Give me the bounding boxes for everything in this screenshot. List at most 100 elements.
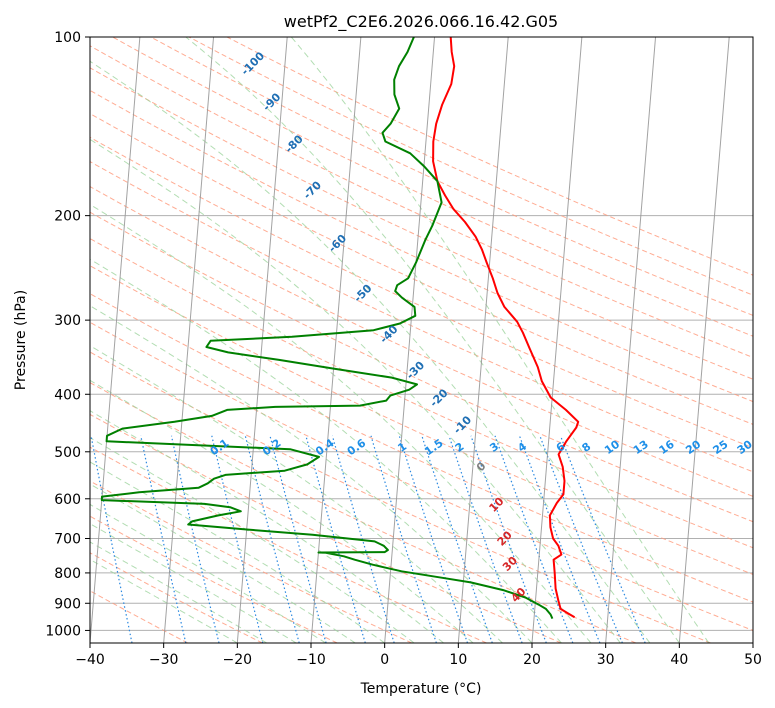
moist-adiabat-line bbox=[90, 203, 592, 643]
isotherm-line bbox=[236, 37, 288, 643]
mixing-ratio-line bbox=[170, 435, 220, 643]
mixing-ratio-label: 1 bbox=[395, 440, 409, 455]
mixing-ratio-label: 4 bbox=[515, 440, 529, 455]
x-axis-title: Temperature (°C) bbox=[360, 681, 482, 697]
y-tick-label: 100 bbox=[54, 30, 81, 46]
moist-adiabat-line bbox=[90, 503, 326, 643]
moist-adiabat-line bbox=[90, 483, 356, 643]
mixing-ratio-line bbox=[518, 435, 601, 643]
isotherm-line bbox=[752, 636, 753, 643]
mixing-ratio-line bbox=[559, 435, 646, 643]
mixing-ratio-line bbox=[244, 435, 300, 643]
isotherm-line bbox=[678, 37, 730, 643]
x-tick-label: 10 bbox=[449, 652, 467, 668]
y-tick-label: 200 bbox=[54, 209, 81, 225]
dewpoint-profile-line bbox=[100, 37, 554, 620]
dry-adiabat-line bbox=[90, 351, 711, 643]
isotherm-line bbox=[163, 37, 215, 643]
x-tick-label: 20 bbox=[523, 652, 541, 668]
mixing-ratio-line bbox=[140, 435, 187, 643]
dry-adiabat-line bbox=[90, 89, 753, 403]
dry-adiabat-line bbox=[150, 37, 753, 316]
isotherm-line bbox=[310, 37, 362, 643]
mixing-ratio-label: 25 bbox=[710, 438, 730, 457]
dry-adiabat-line bbox=[90, 321, 753, 631]
isotherm-label: -60 bbox=[326, 232, 349, 255]
isotherm-line bbox=[457, 37, 509, 643]
moist-adiabat-line bbox=[90, 345, 503, 643]
mixing-ratio-line bbox=[539, 435, 623, 643]
y-tick-label: 900 bbox=[54, 596, 81, 612]
mixing-ratio-line bbox=[398, 435, 469, 643]
dry-adiabat-line bbox=[188, 37, 753, 296]
mixing-ratio-label: 0.1 bbox=[208, 436, 231, 458]
mixing-ratio-label: 0.2 bbox=[260, 436, 283, 458]
temperature-profile-line bbox=[432, 37, 580, 619]
dry-adiabat-line bbox=[90, 413, 562, 643]
x-tick-label: 40 bbox=[670, 652, 688, 668]
y-axis: 100 200 300 400 500 600 700 800 900 1000 bbox=[45, 30, 90, 639]
y-tick-label: 700 bbox=[54, 532, 81, 548]
moist-adiabat-line bbox=[90, 523, 297, 643]
mixing-ratio-label: 36 bbox=[757, 437, 775, 457]
mixing-ratio-line bbox=[370, 435, 437, 643]
profiles bbox=[100, 37, 580, 620]
moist-adiabat-line bbox=[90, 138, 621, 643]
mixing-ratio-label: 20 bbox=[683, 437, 703, 457]
mixing-ratio-line bbox=[448, 435, 523, 643]
isotherm-label: 10 bbox=[487, 495, 507, 515]
chart-title: wetPf2_C2E6.2026.066.16.42.G05 bbox=[284, 12, 558, 32]
dry-adiabat-line bbox=[90, 211, 753, 523]
isotherm-line bbox=[531, 37, 583, 643]
isotherm-label: -100 bbox=[239, 49, 268, 78]
dry-adiabat-line bbox=[90, 67, 753, 380]
isotherm-label: -90 bbox=[260, 90, 283, 113]
moist-adiabat-line bbox=[90, 410, 444, 643]
isotherm-label: 20 bbox=[495, 528, 515, 548]
dry-adiabat-line bbox=[112, 37, 753, 337]
x-tick-label: −10 bbox=[296, 652, 326, 668]
dry-adiabat-line bbox=[90, 293, 753, 603]
moist-adiabat-line bbox=[90, 305, 533, 643]
mixing-ratio-line bbox=[305, 435, 366, 643]
dry-adiabat-line bbox=[90, 515, 338, 643]
dry-adiabat-line bbox=[90, 45, 753, 359]
isotherm-label: -50 bbox=[351, 282, 374, 305]
moist-adiabat-line bbox=[90, 379, 474, 643]
x-tick-label: 0 bbox=[380, 652, 389, 668]
isotherm-line bbox=[384, 37, 436, 643]
y-tick-label: 600 bbox=[54, 492, 81, 508]
moist-adiabat-line bbox=[185, 37, 680, 643]
y-tick-label: 800 bbox=[54, 566, 81, 582]
isotherm-label: -70 bbox=[301, 178, 324, 201]
mixing-ratio-label: 0.6 bbox=[345, 436, 369, 458]
x-tick-label: 30 bbox=[597, 652, 615, 668]
isotherm-label: -40 bbox=[377, 322, 400, 345]
y-tick-label: 1000 bbox=[45, 623, 81, 639]
y-tick-label: 300 bbox=[54, 313, 81, 329]
x-tick-label: 50 bbox=[744, 652, 762, 668]
dry-adiabat-line bbox=[90, 136, 753, 449]
y-axis-title: Pressure (hPa) bbox=[13, 290, 29, 390]
x-tick-label: −30 bbox=[149, 652, 179, 668]
plot-frame bbox=[89, 36, 754, 644]
moist-adiabat-line bbox=[90, 541, 268, 643]
dry-adiabat-line bbox=[90, 237, 753, 549]
isotherm-line bbox=[605, 37, 657, 643]
dry-adiabat-line bbox=[90, 185, 753, 497]
isotherm-line bbox=[90, 37, 141, 643]
moist-adiabat-line bbox=[90, 60, 651, 643]
mixing-ratio-line bbox=[211, 435, 264, 643]
mixing-ratio-label: 2 bbox=[453, 440, 467, 455]
y-tick-label: 400 bbox=[54, 387, 81, 403]
mixing-ratio-label: 8 bbox=[580, 440, 594, 455]
x-tick-label: −40 bbox=[75, 652, 105, 668]
moist-adiabat-line bbox=[290, 37, 710, 643]
mixing-ratio-line bbox=[494, 435, 574, 643]
mixing-ratio-lines bbox=[90, 435, 646, 643]
moist-adiabat-line bbox=[90, 558, 238, 643]
isotherm-label: -20 bbox=[427, 386, 450, 409]
mixing-ratio-line bbox=[421, 435, 493, 643]
x-tick-label: −20 bbox=[223, 652, 253, 668]
